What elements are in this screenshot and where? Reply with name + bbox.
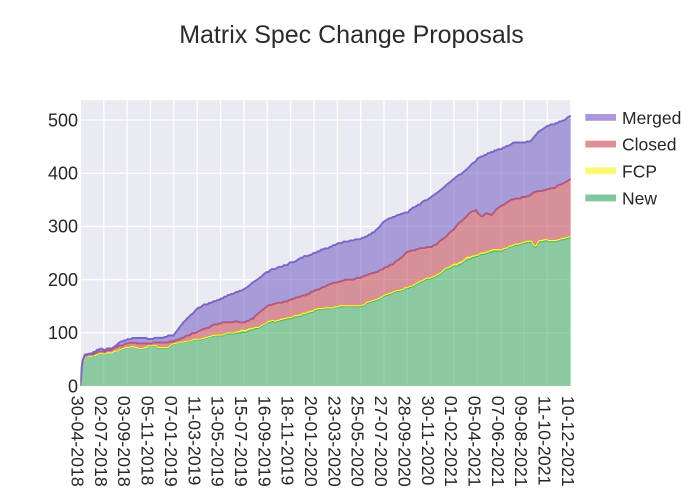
svg-text:100: 100 (48, 323, 78, 343)
svg-text:11-03-2019: 11-03-2019 (184, 396, 204, 486)
svg-text:Merged: Merged (622, 108, 681, 128)
svg-text:16-09-2019: 16-09-2019 (254, 396, 274, 487)
svg-text:25-05-2020: 25-05-2020 (348, 396, 368, 487)
svg-text:400: 400 (48, 164, 78, 184)
svg-text:200: 200 (48, 270, 78, 290)
svg-text:Closed: Closed (622, 135, 676, 155)
svg-text:27-07-2020: 27-07-2020 (371, 396, 391, 487)
svg-text:20-01-2020: 20-01-2020 (301, 396, 321, 487)
svg-text:01-02-2021: 01-02-2021 (441, 396, 461, 487)
svg-text:30-04-2018: 30-04-2018 (68, 396, 88, 487)
svg-text:30-11-2020: 30-11-2020 (418, 396, 438, 486)
svg-text:500: 500 (48, 110, 78, 130)
svg-text:03-09-2018: 03-09-2018 (114, 396, 134, 487)
svg-text:New: New (622, 188, 657, 208)
svg-text:13-05-2019: 13-05-2019 (208, 396, 228, 487)
svg-text:FCP: FCP (622, 161, 657, 181)
svg-text:23-03-2020: 23-03-2020 (324, 396, 344, 487)
svg-text:18-11-2019: 18-11-2019 (278, 396, 298, 486)
svg-text:07-01-2019: 07-01-2019 (161, 396, 181, 487)
svg-text:05-04-2021: 05-04-2021 (465, 396, 485, 487)
svg-text:Matrix Spec Change Proposals: Matrix Spec Change Proposals (179, 21, 524, 49)
svg-text:300: 300 (48, 217, 78, 237)
svg-text:28-09-2020: 28-09-2020 (394, 396, 414, 487)
svg-text:07-06-2021: 07-06-2021 (488, 396, 508, 487)
svg-text:02-07-2018: 02-07-2018 (91, 396, 111, 487)
svg-text:10-12-2021: 10-12-2021 (558, 396, 578, 487)
svg-text:05-11-2018: 05-11-2018 (138, 396, 158, 486)
svg-text:11-10-2021: 11-10-2021 (535, 396, 555, 486)
svg-text:15-07-2019: 15-07-2019 (231, 396, 251, 487)
svg-text:0: 0 (68, 376, 78, 396)
svg-text:09-08-2021: 09-08-2021 (511, 396, 531, 487)
